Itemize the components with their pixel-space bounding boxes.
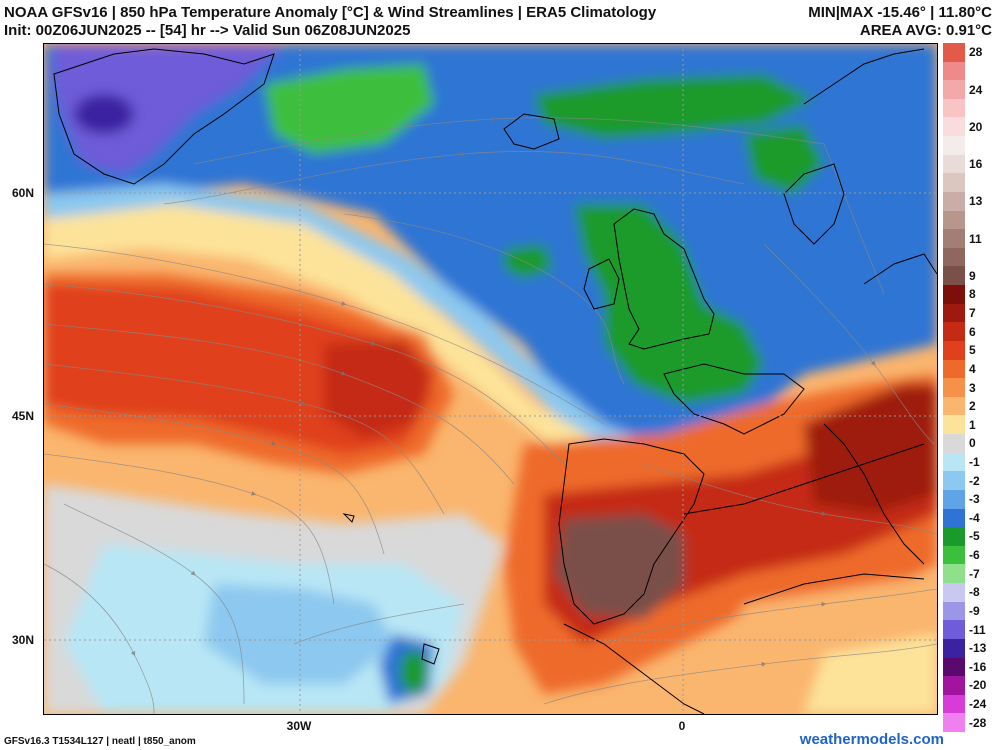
colorbar-swatch (943, 154, 965, 174)
colorbar-tick-label: 2 (969, 399, 976, 414)
colorbar-tick-label: -8 (969, 585, 980, 600)
colorbar-swatch (943, 98, 965, 118)
colorbar-swatch (943, 117, 965, 137)
colorbar-swatch (943, 508, 965, 528)
colorbar-tick-label: -7 (969, 566, 980, 581)
colorbar-tick-label: -20 (969, 678, 987, 693)
colorbar-swatch (943, 415, 965, 435)
colorbar-swatch (943, 43, 965, 63)
colorbar-tick-label: 0 (969, 436, 976, 451)
colorbar-tick-label: 11 (969, 231, 982, 246)
colorbar-tick-label: -9 (969, 603, 980, 618)
graticule (44, 44, 937, 714)
colorbar-tick-label: 20 (969, 119, 983, 134)
colorbar-tick-label: -11 (969, 622, 986, 637)
colorbar-tick-label: 9 (969, 268, 976, 283)
colorbar-swatch (943, 713, 965, 733)
colorbar-swatch (943, 136, 965, 156)
colorbar-tick-label: 28 (969, 45, 983, 60)
colorbar-tick-label: 16 (969, 157, 983, 172)
colorbar (943, 43, 965, 733)
colorbar-tick-label: -5 (969, 529, 980, 544)
lat-label-45n: 45N (11, 409, 34, 423)
colorbar-tick-label: -24 (969, 697, 987, 712)
colorbar-swatch (943, 303, 965, 323)
colorbar-swatch (943, 620, 965, 640)
colorbar-swatch (943, 452, 965, 472)
lat-label-30n: 30N (11, 633, 34, 647)
british-isles-cold (574, 204, 764, 404)
temperature-anomaly-map[interactable] (43, 43, 938, 715)
colorbar-swatch (943, 657, 965, 677)
colorbar-tick-label: -2 (969, 473, 980, 488)
colorbar-swatch (943, 638, 965, 658)
lon-label-30w: 30W (286, 719, 312, 733)
colorbar-tick-label: 4 (969, 361, 976, 376)
colorbar-swatch (943, 285, 965, 305)
colorbar-tick-label: -3 (969, 492, 980, 507)
colorbar-swatch (943, 80, 965, 100)
colorbar-swatch (943, 173, 965, 193)
colorbar-swatch (943, 471, 965, 491)
colorbar-swatch (943, 210, 965, 230)
colorbar-tick-label: -6 (969, 548, 980, 563)
colorbar-tick-label: 5 (969, 343, 976, 358)
min-max-readout: MIN|MAX -15.46° | 11.80°C (808, 4, 992, 21)
colorbar-swatch (943, 489, 965, 510)
colorbar-swatch (943, 266, 965, 286)
greenland-cold-core (54, 44, 284, 174)
colorbar-tick-label: -13 (969, 641, 987, 656)
colorbar-swatch (943, 694, 965, 714)
colorbar-tick-label: 6 (969, 324, 976, 339)
lat-label-60n: 60N (11, 186, 34, 200)
extreme-anomaly-core (554, 514, 684, 619)
colorbar-swatch (943, 434, 965, 454)
colorbar-swatch (943, 359, 965, 379)
coastlines (53, 48, 937, 714)
colorbar-swatch (943, 396, 965, 416)
colorbar-swatch (943, 340, 965, 361)
colorbar-tick-label: 24 (969, 82, 983, 97)
colorbar-swatch (943, 191, 965, 212)
colorbar-tick-label: -1 (969, 454, 980, 469)
anomaly-field (44, 44, 937, 714)
colorbar-tick-label: -16 (969, 659, 987, 674)
colorbar-swatch (943, 229, 965, 249)
colorbar-swatch (943, 601, 965, 621)
colorbar-swatch (943, 527, 965, 547)
model-info: GFSv16.3 T1534L127 | neatl | t850_anom (4, 736, 196, 747)
colorbar-swatch (943, 545, 965, 565)
colorbar-tick-label: -28 (969, 715, 987, 730)
valid-time-line: Init: 00Z06JUN2025 -- [54] hr --> Valid … (4, 22, 411, 39)
map-title: NOAA GFSv16 | 850 hPa Temperature Anomal… (4, 4, 657, 21)
colorbar-swatch (943, 583, 965, 603)
colorbar-tick-label: 13 (969, 194, 983, 209)
colorbar-swatch (943, 247, 965, 267)
colorbar-tick-label: 7 (969, 306, 976, 320)
lon-label-0: 0 (678, 719, 686, 733)
colorbar-tick-label: 1 (969, 417, 976, 432)
colorbar-swatch (943, 564, 965, 584)
colorbar-tick-label: -4 (969, 510, 980, 525)
colorbar-tick-label: 8 (969, 287, 976, 302)
wind-streamlines (44, 116, 937, 714)
colorbar-swatch (943, 322, 965, 342)
colorbar-tick-label: 3 (969, 380, 976, 395)
colorbar-swatch (943, 378, 965, 398)
colorbar-swatch (943, 676, 965, 696)
area-average-readout: AREA AVG: 0.91°C (859, 22, 992, 39)
site-credit[interactable]: weathermodels.com (799, 731, 944, 748)
colorbar-swatch (943, 61, 965, 81)
